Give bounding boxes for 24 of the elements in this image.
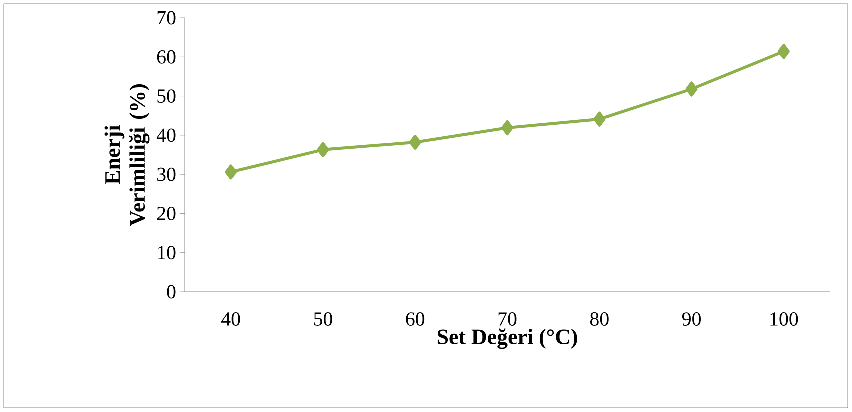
point	[317, 142, 330, 158]
x-tick-label: 90	[682, 312, 701, 326]
x-tick-label: 100	[770, 312, 798, 326]
x-tick-label: 40	[222, 312, 240, 326]
point	[502, 120, 514, 136]
x-tick-label: 60	[406, 312, 425, 326]
x-axis-title: Set Değeri (°C)	[438, 328, 578, 350]
x-tick-label: 80	[590, 312, 609, 326]
x-tick-label: 50	[314, 312, 332, 326]
y-axis-title: Enerji Verimliliği (%)	[104, 84, 150, 226]
y-tick-label: 10	[158, 246, 176, 260]
point	[686, 82, 698, 97]
y-tick-label: 30	[158, 168, 176, 182]
y-tick-label: 20	[157, 206, 176, 220]
y-tick-label: 60	[157, 50, 176, 64]
y-tick-label: 70	[158, 11, 176, 25]
point	[778, 44, 790, 60]
point	[225, 164, 238, 180]
point	[594, 112, 606, 127]
y-tick-label: 0	[167, 285, 176, 299]
x-tick-label: 70	[498, 312, 517, 326]
point	[409, 134, 422, 150]
y-tick-label: 50	[158, 90, 176, 104]
y-tick-label: 40	[156, 128, 176, 142]
